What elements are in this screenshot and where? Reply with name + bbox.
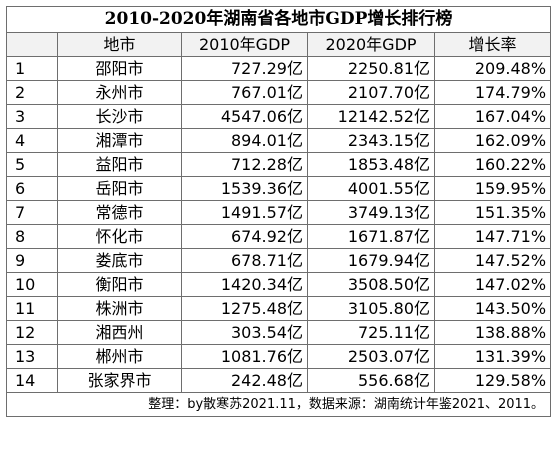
table-row: 8 怀化市 674.92亿 1671.87亿 147.71% bbox=[6, 224, 552, 249]
gdp-2020-cell: 12142.52亿 bbox=[307, 104, 435, 129]
table-row: 12 湘西州 303.54亿 725.11亿 138.88% bbox=[6, 320, 552, 345]
footer-row: 整理：by散寒苏2021.11，数据来源：湖南统计年鉴2021、2011。 bbox=[5, 392, 552, 417]
growth-rate-cell: 151.35% bbox=[433, 200, 552, 225]
gdp-2010-cell: 1539.36亿 bbox=[181, 176, 308, 201]
header-gdp-2010: 2010年GDP bbox=[181, 32, 308, 57]
gdp-2020-cell: 556.68亿 bbox=[307, 368, 435, 393]
gdp-2020-cell: 1671.87亿 bbox=[307, 224, 435, 249]
gdp-2010-cell: 1420.34亿 bbox=[181, 272, 308, 297]
gdp-2020-cell: 2503.07亿 bbox=[307, 344, 435, 369]
table-title: 2010-2020年湖南省各地市GDP增长排行榜 bbox=[5, 6, 552, 33]
growth-rate-cell: 167.04% bbox=[433, 104, 552, 129]
table-row: 10 衡阳市 1420.34亿 3508.50亿 147.02% bbox=[6, 272, 552, 297]
table-row: 14 张家界市 242.48亿 556.68亿 129.58% bbox=[6, 368, 552, 393]
city-cell: 益阳市 bbox=[57, 152, 182, 177]
growth-rate-cell: 159.95% bbox=[433, 176, 552, 201]
source-note: 整理：by散寒苏2021.11，数据来源：湖南统计年鉴2021、2011。 bbox=[5, 392, 552, 417]
rank-cell: 8 bbox=[6, 224, 58, 249]
growth-rate-cell: 160.22% bbox=[433, 152, 552, 177]
rank-cell: 11 bbox=[6, 296, 58, 321]
city-cell: 邵阳市 bbox=[57, 56, 182, 81]
growth-rate-cell: 138.88% bbox=[433, 320, 552, 345]
rank-cell: 10 bbox=[6, 272, 58, 297]
gdp-2010-cell: 727.29亿 bbox=[181, 56, 308, 81]
city-cell: 张家界市 bbox=[57, 368, 182, 393]
gdp-2020-cell: 3749.13亿 bbox=[307, 200, 435, 225]
gdp-2010-cell: 712.28亿 bbox=[181, 152, 308, 177]
rank-cell: 3 bbox=[6, 104, 58, 129]
rank-cell: 2 bbox=[6, 80, 58, 105]
city-cell: 常德市 bbox=[57, 200, 182, 225]
rank-cell: 7 bbox=[6, 200, 58, 225]
title-row: 2010-2020年湖南省各地市GDP增长排行榜 bbox=[5, 6, 552, 33]
table-row: 11 株洲市 1275.48亿 3105.80亿 143.50% bbox=[6, 296, 552, 321]
gdp-2010-cell: 242.48亿 bbox=[181, 368, 308, 393]
rank-cell: 14 bbox=[6, 368, 58, 393]
city-cell: 衡阳市 bbox=[57, 272, 182, 297]
table-row: 9 娄底市 678.71亿 1679.94亿 147.52% bbox=[6, 248, 552, 273]
table-row: 4 湘潭市 894.01亿 2343.15亿 162.09% bbox=[6, 128, 552, 153]
table-row: 2 永州市 767.01亿 2107.70亿 174.79% bbox=[6, 80, 552, 105]
gdp-2020-cell: 1679.94亿 bbox=[307, 248, 435, 273]
city-cell: 岳阳市 bbox=[57, 176, 182, 201]
rank-cell: 13 bbox=[6, 344, 58, 369]
growth-rate-cell: 162.09% bbox=[433, 128, 552, 153]
gdp-2020-cell: 3508.50亿 bbox=[307, 272, 435, 297]
header-city: 地市 bbox=[57, 32, 182, 57]
growth-rate-cell: 174.79% bbox=[433, 80, 552, 105]
rank-cell: 6 bbox=[6, 176, 58, 201]
city-cell: 湘西州 bbox=[57, 320, 182, 345]
rank-cell: 1 bbox=[6, 56, 58, 81]
table-row: 5 益阳市 712.28亿 1853.48亿 160.22% bbox=[6, 152, 552, 177]
gdp-2010-cell: 1491.57亿 bbox=[181, 200, 308, 225]
rank-cell: 12 bbox=[6, 320, 58, 345]
city-cell: 永州市 bbox=[57, 80, 182, 105]
gdp-2010-cell: 303.54亿 bbox=[181, 320, 308, 345]
city-cell: 株洲市 bbox=[57, 296, 182, 321]
growth-rate-cell: 143.50% bbox=[433, 296, 552, 321]
gdp-2010-cell: 1081.76亿 bbox=[181, 344, 308, 369]
header-rank bbox=[6, 32, 58, 57]
gdp-2020-cell: 725.11亿 bbox=[307, 320, 435, 345]
gdp-2020-cell: 2343.15亿 bbox=[307, 128, 435, 153]
table-body: 1 邵阳市 727.29亿 2250.81亿 209.48% 2 永州市 767.01亿 210… bbox=[6, 56, 552, 393]
city-cell: 怀化市 bbox=[57, 224, 182, 249]
header-gdp-2020: 2020年GDP bbox=[307, 32, 435, 57]
gdp-2010-cell: 767.01亿 bbox=[181, 80, 308, 105]
city-cell: 娄底市 bbox=[57, 248, 182, 273]
growth-rate-cell: 209.48% bbox=[433, 56, 552, 81]
growth-rate-cell: 131.39% bbox=[433, 344, 552, 369]
table-row: 7 常德市 1491.57亿 3749.13亿 151.35% bbox=[6, 200, 552, 225]
gdp-2010-cell: 1275.48亿 bbox=[181, 296, 308, 321]
gdp-2010-cell: 678.71亿 bbox=[181, 248, 308, 273]
gdp-2010-cell: 894.01亿 bbox=[181, 128, 308, 153]
gdp-2020-cell: 4001.55亿 bbox=[307, 176, 435, 201]
city-cell: 湘潭市 bbox=[57, 128, 182, 153]
table-row: 3 长沙市 4547.06亿 12142.52亿 167.04% bbox=[6, 104, 552, 129]
growth-rate-cell: 147.02% bbox=[433, 272, 552, 297]
rank-cell: 4 bbox=[6, 128, 58, 153]
rank-cell: 5 bbox=[6, 152, 58, 177]
gdp-ranking-table: 2010-2020年湖南省各地市GDP增长排行榜 地市 2010年GDP 202… bbox=[5, 6, 552, 417]
gdp-2020-cell: 1853.48亿 bbox=[307, 152, 435, 177]
table-row: 6 岳阳市 1539.36亿 4001.55亿 159.95% bbox=[6, 176, 552, 201]
gdp-2010-cell: 4547.06亿 bbox=[181, 104, 308, 129]
table-row: 1 邵阳市 727.29亿 2250.81亿 209.48% bbox=[6, 56, 552, 81]
gdp-2020-cell: 3105.80亿 bbox=[307, 296, 435, 321]
city-cell: 长沙市 bbox=[57, 104, 182, 129]
rank-cell: 9 bbox=[6, 248, 58, 273]
header-row: 地市 2010年GDP 2020年GDP 增长率 bbox=[6, 32, 552, 57]
gdp-2020-cell: 2107.70亿 bbox=[307, 80, 435, 105]
growth-rate-cell: 147.71% bbox=[433, 224, 552, 249]
header-growth-rate: 增长率 bbox=[433, 32, 552, 57]
city-cell: 郴州市 bbox=[57, 344, 182, 369]
gdp-2020-cell: 2250.81亿 bbox=[307, 56, 435, 81]
growth-rate-cell: 129.58% bbox=[433, 368, 552, 393]
growth-rate-cell: 147.52% bbox=[433, 248, 552, 273]
table-row: 13 郴州市 1081.76亿 2503.07亿 131.39% bbox=[6, 344, 552, 369]
gdp-2010-cell: 674.92亿 bbox=[181, 224, 308, 249]
